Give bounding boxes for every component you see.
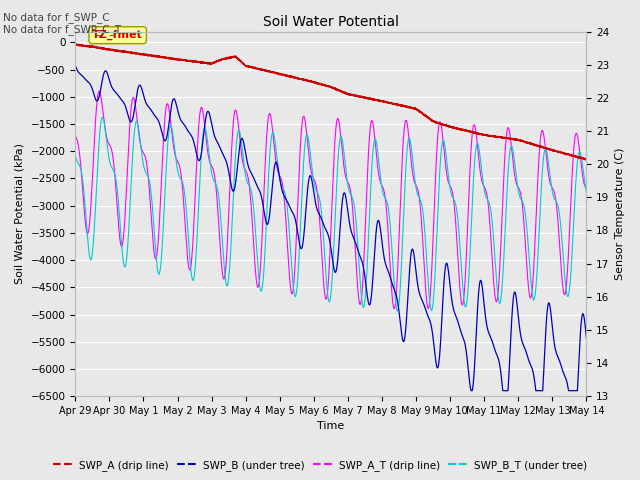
Y-axis label: Soil Water Potential (kPa): Soil Water Potential (kPa) — [15, 144, 25, 284]
Legend: SWP_A (drip line), SWP_B (under tree), SWP_A_T (drip line), SWP_B_T (under tree): SWP_A (drip line), SWP_B (under tree), S… — [49, 456, 591, 475]
Text: TZ_fmet: TZ_fmet — [92, 30, 143, 40]
Text: No data for f_SWP_C_T: No data for f_SWP_C_T — [3, 24, 122, 35]
Text: No data for f_SWP_C: No data for f_SWP_C — [3, 12, 110, 23]
Title: Soil Water Potential: Soil Water Potential — [263, 15, 399, 29]
X-axis label: Time: Time — [317, 421, 344, 432]
Y-axis label: Sensor Temperature (C): Sensor Temperature (C) — [615, 147, 625, 280]
